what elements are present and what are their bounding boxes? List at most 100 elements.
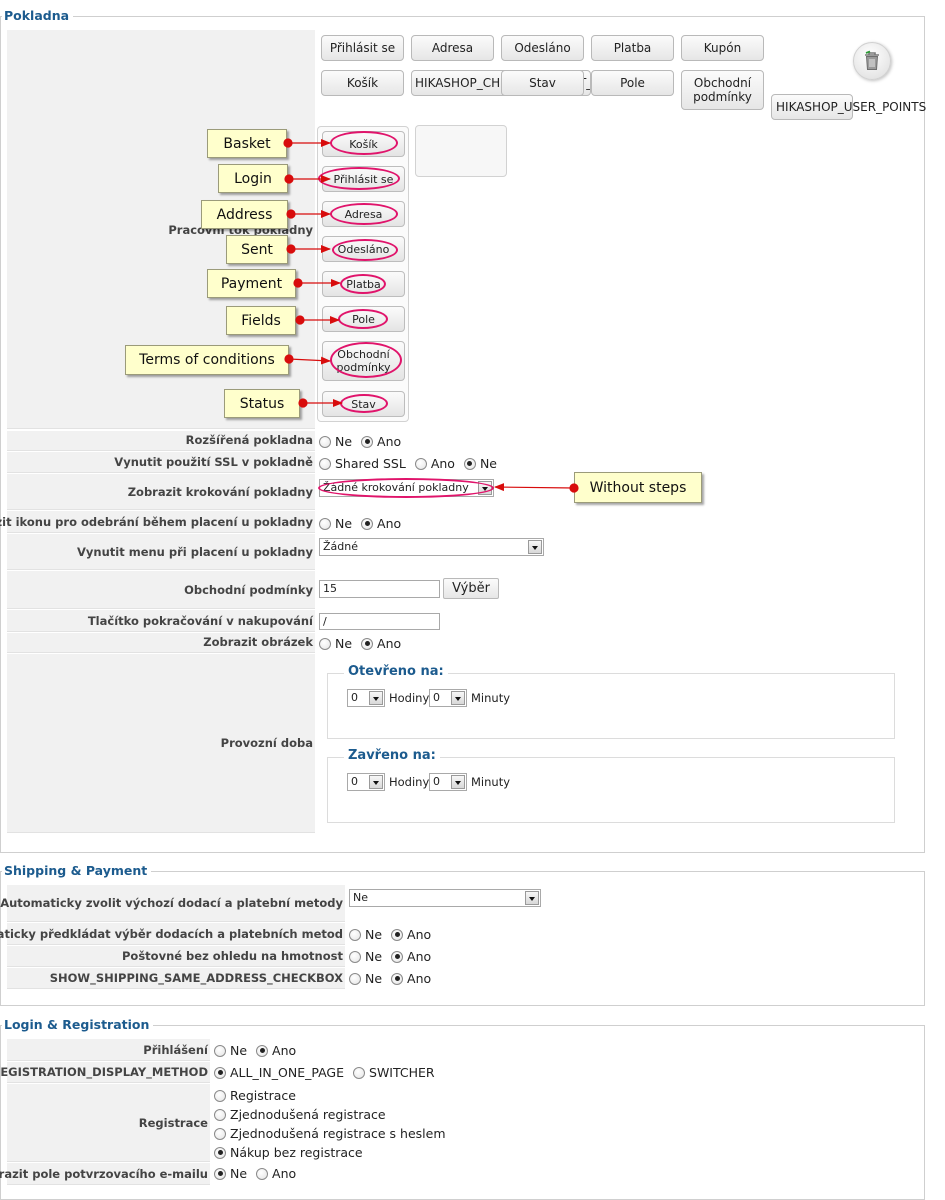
terms-label: Obchodní podmínky bbox=[7, 571, 315, 609]
radio-ne[interactable] bbox=[349, 928, 361, 941]
radio-ano[interactable] bbox=[391, 972, 404, 985]
workflow-step-label: Obchodní podmínky bbox=[336, 348, 391, 374]
force-menu-select[interactable]: Žádné bbox=[319, 538, 544, 556]
available-button-label: Adresa bbox=[431, 41, 474, 55]
radio-ne[interactable] bbox=[349, 972, 361, 985]
available-button-sent[interactable]: Odesláno bbox=[501, 35, 584, 61]
input-value: / bbox=[323, 615, 327, 628]
callout-login: Login bbox=[218, 164, 288, 193]
radio-ano[interactable] bbox=[361, 517, 374, 530]
display-steps-select[interactable]: Žádné krokování pokladny bbox=[319, 479, 494, 497]
callout-text: Basket bbox=[223, 135, 271, 152]
select-value: Žádné krokování pokladny bbox=[323, 481, 469, 494]
delete-icon-option-label: Zobrazit ikonu pro odebrání během placen… bbox=[0, 511, 315, 533]
radio-ano[interactable] bbox=[256, 1167, 269, 1180]
radio-ano[interactable] bbox=[256, 1044, 269, 1057]
workflow-step-label: Košík bbox=[349, 137, 378, 151]
radio-simplified-registration[interactable] bbox=[214, 1108, 226, 1121]
row-label: Registrace bbox=[138, 1115, 208, 1130]
shipping-fieldset: Shipping & Payment bbox=[0, 862, 925, 1006]
workflow-step-label: Odesláno bbox=[337, 242, 390, 256]
available-button-cart[interactable]: Košík bbox=[321, 70, 404, 96]
continue-button-label: Tlačítko pokračování v nakupování bbox=[7, 610, 315, 632]
radio-label: Ano bbox=[377, 434, 402, 449]
extended-checkout-radios: Ne Ano bbox=[319, 434, 410, 449]
radio-label: Ano bbox=[407, 927, 432, 942]
callout-terms: Terms of conditions bbox=[125, 345, 289, 375]
trash-icon[interactable] bbox=[853, 42, 891, 80]
radio-ano[interactable] bbox=[391, 928, 404, 941]
workflow-step-terms[interactable]: Obchodní podmínky bbox=[322, 341, 405, 381]
terms-input[interactable]: 15 bbox=[319, 580, 440, 598]
callout-text: Status bbox=[239, 395, 285, 412]
available-button-payment[interactable]: Platba bbox=[591, 35, 674, 61]
show-image-label: Zobrazit obrázek bbox=[7, 633, 315, 653]
registration-option: Zjednodušená registrace bbox=[214, 1107, 395, 1122]
workflow-step-fields[interactable]: Pole bbox=[322, 306, 405, 332]
close-minute-select[interactable]: 0 bbox=[429, 773, 467, 791]
available-button-address[interactable]: Adresa bbox=[411, 35, 494, 61]
workflow-step-cart[interactable]: Košík bbox=[322, 131, 405, 157]
callout-text: Address bbox=[216, 206, 273, 223]
available-button-terms[interactable]: Obchodní podmínky bbox=[681, 70, 764, 110]
continue-button-input[interactable]: / bbox=[319, 613, 440, 630]
available-button-user-points[interactable]: HIKASHOP_USER_POINTS bbox=[771, 94, 926, 120]
radio-ne[interactable] bbox=[349, 950, 361, 963]
workflow-step-sent[interactable]: Odesláno bbox=[322, 236, 405, 262]
workflow-step-login[interactable]: Přihlásit se bbox=[322, 166, 405, 192]
callout-without-steps: Without steps bbox=[574, 472, 702, 503]
radio-ne[interactable] bbox=[319, 517, 331, 530]
workflow-step-status[interactable]: Stav bbox=[322, 391, 405, 417]
row-label: Rozšířená pokladna bbox=[185, 433, 313, 447]
radio-label: Ano bbox=[377, 636, 402, 651]
radio-ne[interactable] bbox=[319, 637, 331, 650]
select-value: 0 bbox=[351, 775, 358, 788]
shipping-legend: Shipping & Payment bbox=[2, 862, 152, 880]
chevron-down-icon bbox=[451, 691, 465, 705]
radio-ne[interactable] bbox=[463, 457, 476, 470]
workflow-step-address[interactable]: Adresa bbox=[322, 201, 405, 227]
radio-ano[interactable] bbox=[361, 637, 374, 650]
radio-ano[interactable] bbox=[391, 950, 404, 963]
radio-shared-ssl[interactable] bbox=[319, 457, 331, 470]
radio-registration[interactable] bbox=[214, 1089, 226, 1102]
radio-ano[interactable] bbox=[361, 435, 374, 448]
chevron-down-icon bbox=[478, 481, 492, 495]
callout-text: Login bbox=[234, 170, 272, 187]
radio-all-in-one-page[interactable] bbox=[214, 1066, 226, 1079]
available-button-label: Pole bbox=[620, 76, 645, 90]
row-label: Přihlášení bbox=[143, 1043, 208, 1057]
auto-select-select[interactable]: Ne bbox=[349, 889, 541, 907]
same-address-label: SHOW_SHIPPING_SAME_ADDRESS_CHECKBOX bbox=[7, 968, 345, 989]
callout-text: Sent bbox=[241, 241, 273, 258]
open-hour-select[interactable]: 0 bbox=[347, 689, 385, 707]
open-minute-select[interactable]: 0 bbox=[429, 689, 467, 707]
available-button-login[interactable]: Přihlásit se bbox=[321, 35, 404, 61]
chevron-down-icon bbox=[369, 691, 383, 705]
available-button-coupon[interactable]: Kupón bbox=[681, 35, 764, 61]
available-button-label: Platba bbox=[613, 41, 652, 55]
radio-ne[interactable] bbox=[214, 1044, 226, 1057]
radio-switcher[interactable] bbox=[353, 1066, 366, 1079]
radio-ne[interactable] bbox=[319, 435, 331, 448]
minutes-label: Minuty bbox=[471, 775, 511, 789]
radio-simplified-registration-password[interactable] bbox=[214, 1127, 226, 1140]
terms-select-button[interactable]: Výběr bbox=[443, 578, 499, 599]
radio-label: Ano bbox=[272, 1166, 297, 1181]
available-button-fields[interactable]: Pole bbox=[591, 70, 674, 96]
available-button-label: Stav bbox=[529, 76, 556, 90]
workflow-new-step-drop[interactable] bbox=[415, 125, 507, 177]
radio-ano[interactable] bbox=[414, 457, 427, 470]
checkout-legend: Pokladna bbox=[2, 7, 74, 25]
radio-ne[interactable] bbox=[214, 1167, 226, 1180]
chevron-down-icon bbox=[528, 540, 542, 554]
minutes-label: Minuty bbox=[471, 691, 511, 705]
row-label: Poštovné bez ohledu na hmotnost bbox=[122, 949, 343, 963]
radio-no-registration[interactable] bbox=[214, 1146, 226, 1159]
callout-text: Payment bbox=[220, 275, 283, 292]
close-hour-select[interactable]: 0 bbox=[347, 773, 385, 791]
workflow-step-payment[interactable]: Platba bbox=[322, 271, 405, 297]
chevron-down-icon bbox=[525, 891, 539, 905]
available-button-status[interactable]: Stav bbox=[501, 70, 584, 96]
login-option-label: Přihlášení bbox=[7, 1039, 210, 1061]
